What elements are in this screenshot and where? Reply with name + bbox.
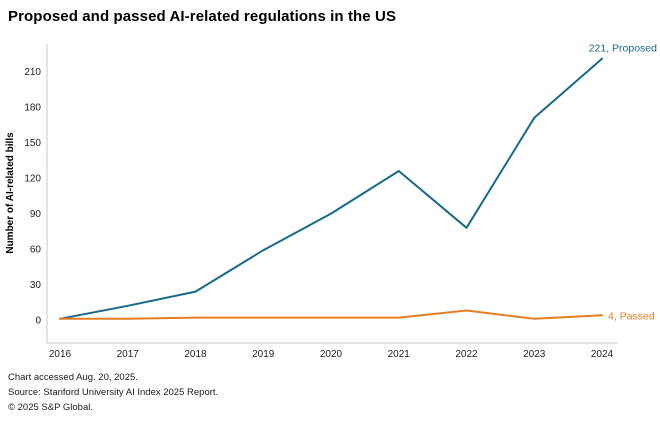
y-tick-label-180: 180 xyxy=(24,103,41,114)
x-tick-label-2023: 2023 xyxy=(523,349,546,360)
series-line-passed xyxy=(59,309,603,320)
y-axis-title: Number of AI-related bills xyxy=(5,132,16,254)
x-tick-label-2021: 2021 xyxy=(388,349,411,360)
y-tick-label-30: 30 xyxy=(30,280,42,291)
x-tick-label-2016: 2016 xyxy=(49,349,72,360)
footnote-copyright: © 2025 S&P Global. xyxy=(8,402,93,413)
y-tick-label-60: 60 xyxy=(30,245,42,256)
x-tick-label-2019: 2019 xyxy=(252,349,275,360)
x-tick-label-2017: 2017 xyxy=(117,349,140,360)
series-line-proposed xyxy=(59,57,603,320)
x-tick-label-2018: 2018 xyxy=(184,349,207,360)
y-tick-label-90: 90 xyxy=(30,209,42,220)
x-tick-label-2020: 2020 xyxy=(320,349,343,360)
end-label-passed: 4, Passed xyxy=(608,310,655,322)
y-tick-label-0: 0 xyxy=(35,316,41,327)
end-label-proposed: 221, Proposed xyxy=(589,43,657,55)
footnote-accessed: Chart accessed Aug. 20, 2025. xyxy=(8,372,138,383)
y-tick-label-120: 120 xyxy=(24,174,41,185)
y-tick-label-150: 150 xyxy=(24,138,41,149)
x-tick-label-2024: 2024 xyxy=(591,349,614,360)
y-tick-label-210: 210 xyxy=(24,67,41,78)
footnote-source: Source: Stanford University AI Index 202… xyxy=(8,387,219,398)
chart-title: Proposed and passed AI-related regulatio… xyxy=(8,8,397,25)
x-tick-label-2022: 2022 xyxy=(455,349,478,360)
chart-footnotes: Chart accessed Aug. 20, 2025. Source: St… xyxy=(8,370,218,415)
